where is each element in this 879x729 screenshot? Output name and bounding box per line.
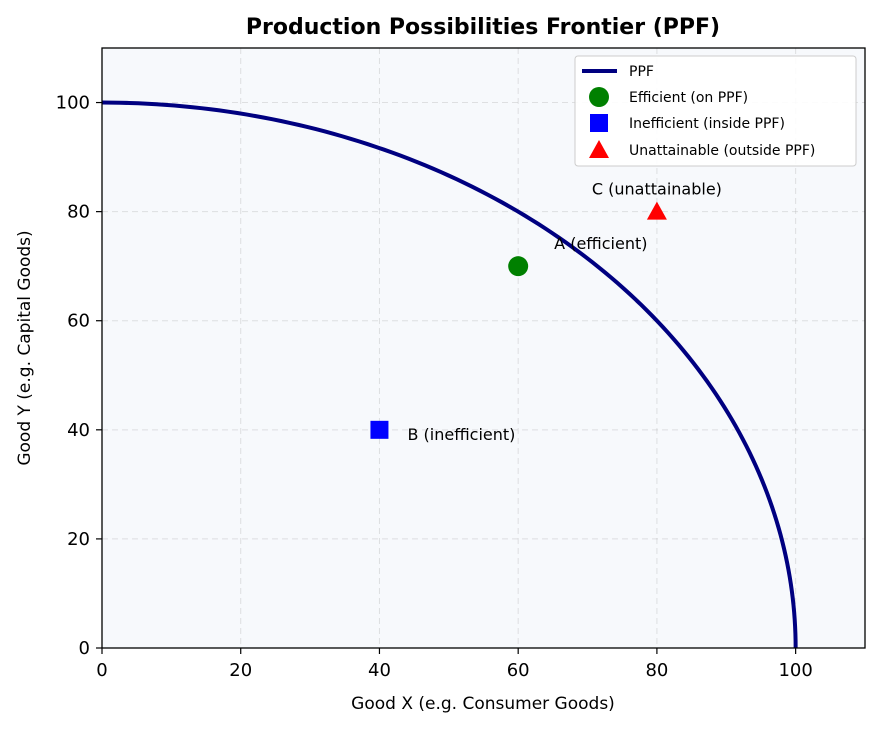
legend-box [574, 55, 857, 167]
x-tick-label: 20 [229, 660, 252, 681]
y-tick-label: 100 [56, 93, 90, 114]
point-b-label: B (inefficient) [407, 425, 515, 444]
y-axis-label: Good Y (e.g. Capital Goods) [15, 230, 35, 465]
legend-efficient-label: Efficient (on PPF) [629, 90, 748, 106]
y-tick-label: 80 [67, 202, 90, 223]
legend-inefficient-label: Inefficient (inside PPF) [629, 116, 785, 132]
x-tick-label: 0 [96, 660, 107, 681]
y-tick-label: 60 [67, 311, 90, 332]
points-layer: A (efficient) B (inefficient) C (unattaina… [370, 180, 722, 444]
legend-inefficient-marker [590, 114, 608, 132]
x-tick-label: 100 [778, 660, 812, 681]
x-tick-label: 80 [645, 660, 668, 681]
y-tick-label: 40 [67, 420, 90, 441]
legend-unattainable-marker [589, 140, 609, 158]
axis-ticks: 0 20 40 60 80 100 0 20 40 60 80 100 [56, 93, 813, 681]
point-c-label: C (unattainable) [592, 180, 722, 199]
point-a-label: A (efficient) [554, 234, 647, 253]
y-tick-label: 20 [67, 529, 90, 550]
x-tick-label: 40 [368, 660, 391, 681]
x-axis-label: Good X (e.g. Consumer Goods) [351, 694, 615, 714]
y-tick-label: 0 [79, 638, 90, 659]
plot-frame [101, 47, 866, 649]
legend-ppf-label: PPF [629, 64, 654, 80]
point-a-marker [508, 256, 529, 277]
point-c-marker [646, 201, 667, 220]
legend-unattainable-label: Unattainable (outside PPF) [629, 143, 815, 159]
x-tick-label: 60 [507, 660, 530, 681]
legend: PPF Efficient (on PPF) Inefficient (insi… [574, 55, 857, 167]
point-b-marker [370, 420, 389, 439]
curve-layer [101, 100, 798, 649]
legend-efficient-marker [589, 87, 609, 107]
ppf-curve [101, 100, 798, 649]
chart-title: Production Possibilities Frontier (PPF) [246, 15, 720, 40]
